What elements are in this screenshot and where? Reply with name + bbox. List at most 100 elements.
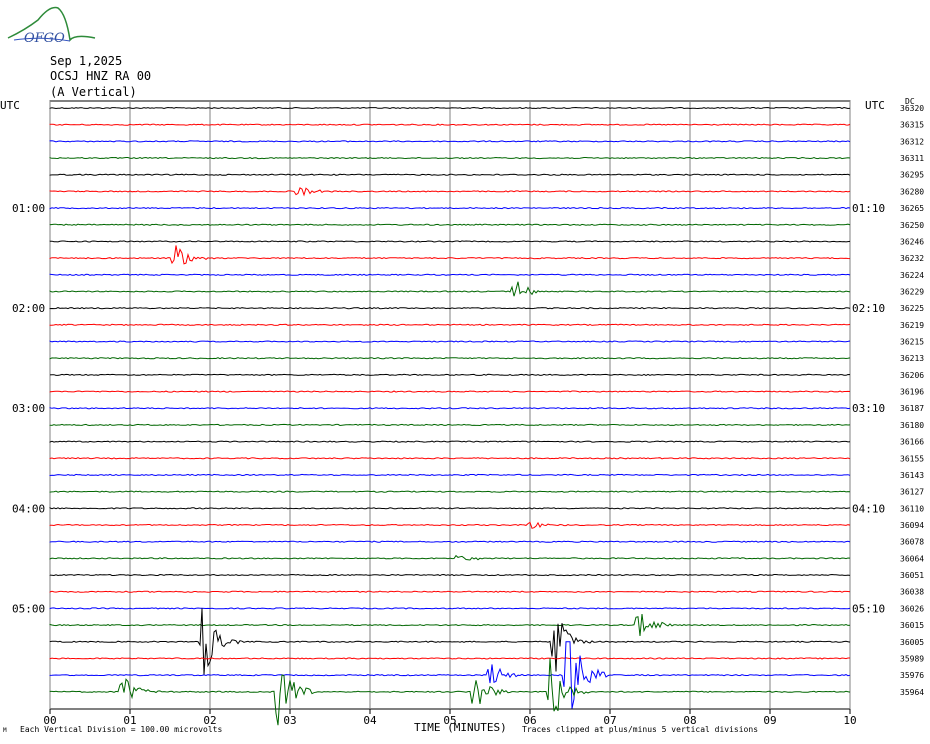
- dc-label: DC: [905, 97, 915, 106]
- right-hour-label: 05:10: [852, 602, 885, 615]
- dc-offset-label: 36250: [900, 221, 924, 230]
- trace-line: [49, 423, 851, 427]
- x-tick-label: 03: [283, 714, 296, 727]
- dc-offset-label: 36312: [900, 137, 924, 146]
- x-axis-title: TIME (MINUTES): [414, 721, 507, 734]
- trace-line: [49, 156, 851, 160]
- x-tick-label: 07: [603, 714, 616, 727]
- dc-offset-label: 36206: [900, 371, 924, 380]
- trace-line: [49, 245, 851, 265]
- x-tick-label: 08: [683, 714, 696, 727]
- trace-line: [49, 407, 851, 410]
- dc-offset-label: 36320: [900, 104, 924, 113]
- trace-line: [49, 490, 851, 493]
- trace-line: [49, 614, 851, 637]
- trace-line: [49, 390, 851, 393]
- trace-line: [49, 140, 851, 143]
- dc-offset-label: 36110: [900, 504, 924, 513]
- left-hour-label: 02:00: [12, 302, 45, 315]
- trace-line: [49, 608, 851, 675]
- dc-offset-label: 36155: [900, 454, 924, 463]
- trace-line: [49, 240, 851, 243]
- dc-offset-label: 36180: [900, 421, 924, 430]
- trace-line: [49, 206, 851, 210]
- trace-line: [49, 440, 851, 443]
- trace-line: [49, 554, 851, 561]
- dc-offset-label: 36265: [900, 204, 924, 213]
- x-tick-label: 02: [203, 714, 216, 727]
- date-label: Sep 1,2025: [50, 54, 123, 68]
- left-hour-label: 01:00: [12, 202, 45, 215]
- dc-offset-label: 36232: [900, 254, 924, 263]
- trace-line: [49, 657, 850, 660]
- dc-offset-label: 35976: [900, 671, 924, 680]
- trace-line: [49, 307, 851, 310]
- dc-offset-label: 36143: [900, 471, 924, 480]
- clip-note: Traces clipped at plus/minus 5 vertical …: [522, 725, 759, 734]
- trace-line: [49, 540, 851, 543]
- trace-line: [49, 281, 851, 297]
- dc-offset-label: 36094: [900, 521, 924, 530]
- x-tick-label: 10: [843, 714, 856, 727]
- right-hour-label: 02:10: [852, 302, 885, 315]
- utc-left-label: UTC: [0, 99, 20, 112]
- trace-line: [49, 187, 851, 197]
- dc-offset-label: 36246: [900, 237, 924, 246]
- x-tick-label: 06: [523, 714, 536, 727]
- dc-offset-label: 36295: [900, 171, 924, 180]
- component-label: (A Vertical): [50, 85, 137, 99]
- left-hour-label: 05:00: [12, 602, 45, 615]
- dc-offset-label: 36064: [900, 554, 924, 563]
- dc-offset-label: 36224: [900, 271, 924, 280]
- right-hour-label: 03:10: [852, 402, 885, 415]
- trace-line: [49, 521, 851, 529]
- dc-offset-label: 36026: [900, 604, 924, 613]
- station-label: OCSJ HNZ RA 00: [50, 69, 152, 83]
- dc-offset-label: 36213: [900, 354, 924, 363]
- dc-offset-label: 36196: [900, 388, 924, 397]
- trace-line: [49, 590, 851, 593]
- trace-line: [49, 223, 851, 226]
- dc-offset-label: 35964: [900, 688, 924, 697]
- trace-line: [49, 340, 851, 343]
- dc-offset-label: 36187: [900, 404, 924, 413]
- trace-line: [49, 273, 851, 276]
- corner-mark: M: [3, 727, 7, 734]
- left-hour-label: 03:00: [12, 402, 45, 415]
- trace-line: [49, 473, 851, 477]
- x-tick-label: 04: [363, 714, 377, 727]
- trace-line: [49, 123, 851, 126]
- dc-offset-label: 36225: [900, 304, 924, 313]
- trace-line: [49, 607, 851, 610]
- dc-offset-label: 36280: [900, 187, 924, 196]
- trace-line: [49, 323, 851, 326]
- dc-offset-label: 36051: [900, 571, 924, 580]
- scale-note: Each Vertical Division = 100.00 microvol…: [20, 725, 223, 734]
- right-hour-label: 01:10: [852, 202, 885, 215]
- dc-offset-label: 36078: [900, 538, 924, 547]
- trace-line: [49, 173, 851, 176]
- trace-line: [49, 357, 851, 360]
- logo-text: OFGO: [24, 31, 65, 46]
- utc-right-label: UTC: [865, 99, 885, 112]
- dc-offset-label: 36311: [900, 154, 924, 163]
- dc-offset-label: 36219: [900, 321, 924, 330]
- ofgo-logo: OFGO: [7, 6, 96, 46]
- dc-offset-label: 36315: [900, 121, 924, 130]
- dc-offset-label: 35989: [900, 654, 924, 663]
- dc-offset-label: 36005: [900, 638, 924, 647]
- trace-line: [49, 373, 851, 376]
- trace-line: [49, 641, 851, 709]
- dc-offset-label: 36015: [900, 621, 924, 630]
- x-tick-label: 05: [443, 714, 456, 727]
- dc-offset-label: 36215: [900, 338, 924, 347]
- trace-line: [49, 457, 851, 460]
- left-hour-label: 04:00: [12, 502, 45, 515]
- wave-logo-icon: [7, 6, 96, 42]
- trace-line: [49, 658, 851, 726]
- x-tick-label: 09: [763, 714, 776, 727]
- dc-offset-label: 36229: [900, 287, 924, 296]
- x-tick-label: 01: [123, 714, 136, 727]
- dc-offset-label: 36127: [900, 488, 924, 497]
